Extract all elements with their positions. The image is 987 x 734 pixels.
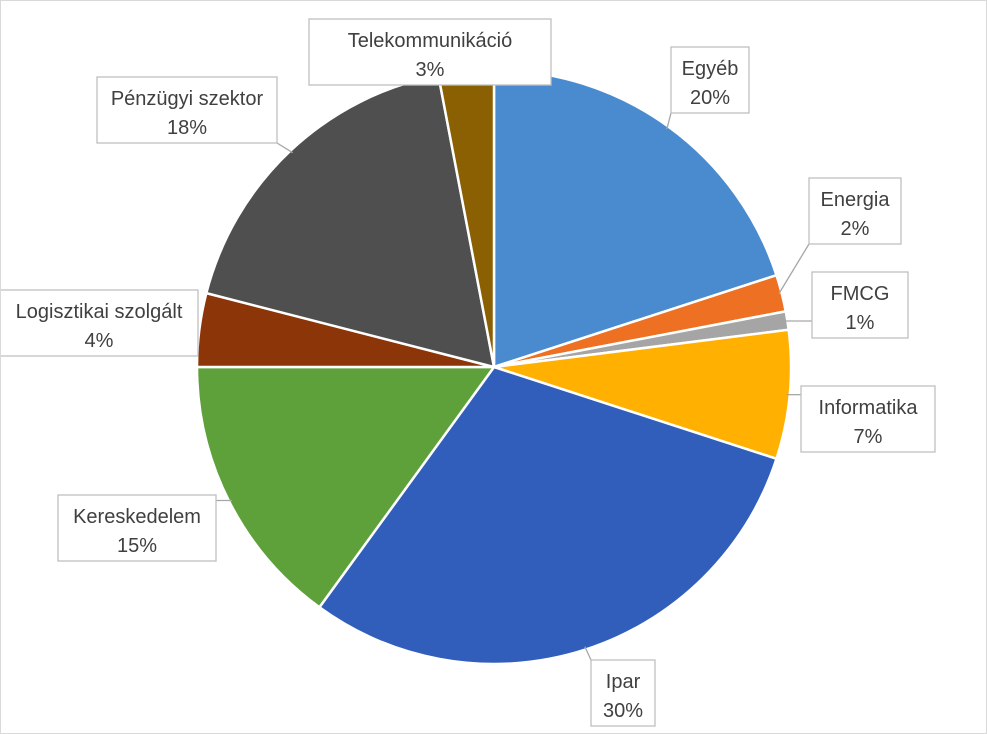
data-label-box-kereskedelem bbox=[57, 494, 217, 562]
data-label-percent-egyeb: 20% bbox=[690, 87, 730, 109]
data-label-percent-ipar: 30% bbox=[603, 700, 643, 722]
data-label-box-egyeb bbox=[670, 46, 750, 114]
data-label-category-logisztikai-szolgalt: Logisztikai szolgált bbox=[16, 301, 183, 323]
data-label-box-fmcg bbox=[811, 271, 909, 339]
data-label-percent-energia: 2% bbox=[841, 218, 870, 240]
data-label-category-egyeb: Egyéb bbox=[682, 58, 739, 80]
data-label-percent-telekommunikacio: 3% bbox=[416, 59, 445, 81]
data-label-percent-penzugyi-szektor: 18% bbox=[167, 117, 207, 139]
data-label-box-logisztikai-szolgalt bbox=[1, 289, 199, 357]
data-label-box-informatika bbox=[800, 385, 936, 453]
leader-line-ipar bbox=[584, 646, 592, 661]
data-label-category-ipar: Ipar bbox=[606, 671, 641, 693]
data-label-percent-informatika: 7% bbox=[854, 426, 883, 448]
data-label-box-ipar bbox=[590, 659, 656, 727]
pie-slice-kereskedelem bbox=[195, 365, 497, 610]
data-label-category-telekommunikacio: Telekommunikáció bbox=[348, 30, 513, 52]
data-label-category-penzugyi-szektor: Pénzügyi szektor bbox=[111, 88, 264, 110]
data-label-category-kereskedelem: Kereskedelem bbox=[73, 506, 201, 528]
data-label-category-energia: Energia bbox=[821, 189, 891, 211]
data-label-percent-fmcg: 1% bbox=[846, 312, 875, 334]
data-label-category-informatika: Informatika bbox=[819, 397, 919, 419]
data-label-box-penzugyi-szektor bbox=[96, 76, 278, 144]
data-label-percent-kereskedelem: 15% bbox=[117, 535, 157, 557]
data-label-category-fmcg: FMCG bbox=[831, 283, 890, 305]
leader-line-egyeb bbox=[666, 112, 672, 130]
data-label-box-energia bbox=[808, 177, 902, 245]
data-label-percent-logisztikai-szolgalt: 4% bbox=[85, 330, 114, 352]
leader-line-penzugyi-szektor bbox=[276, 142, 294, 154]
data-label-box-telekommunikacio bbox=[308, 18, 552, 86]
leader-line-energia bbox=[778, 243, 810, 295]
